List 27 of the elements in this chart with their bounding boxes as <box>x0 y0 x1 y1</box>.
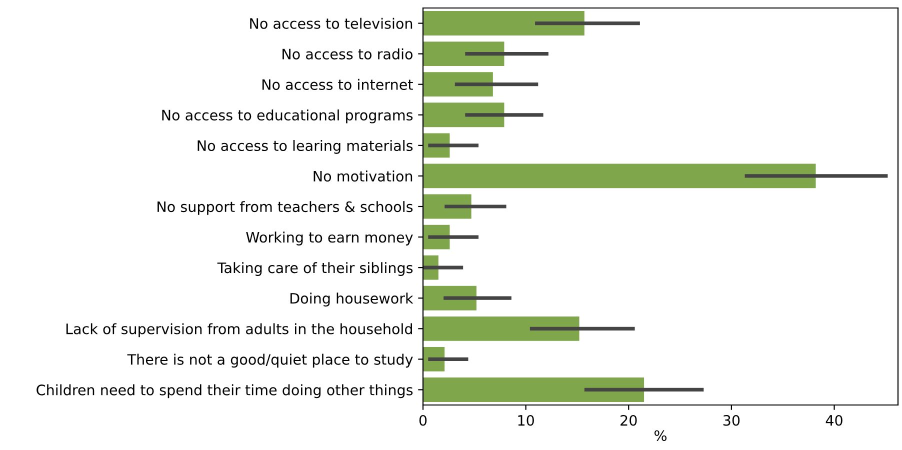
y-tick-label: No access to television <box>250 18 412 29</box>
y-tick-label: There is not a good/quiet place to study <box>127 354 413 368</box>
bar <box>423 11 584 36</box>
bar <box>423 42 504 66</box>
x-tick-label: 30 <box>723 414 740 426</box>
bar <box>423 286 476 310</box>
x-tick-label: 0 <box>419 414 427 426</box>
bar <box>423 316 580 341</box>
y-tick-label: Children need to spend their time doing other things <box>36 384 413 398</box>
x-tick-label: 10 <box>518 414 534 426</box>
bar <box>423 102 504 128</box>
x-tick-label: 40 <box>826 414 842 426</box>
y-tick-label: No access to learing materials <box>198 140 413 154</box>
y-tick-label: No access to internet <box>262 78 413 90</box>
y-tick-label: No support from teachers & schools <box>158 201 413 215</box>
y-tick-label: Working to earn money <box>246 232 413 246</box>
bar <box>423 72 493 97</box>
y-tick-label: Lack of supervision from adults in the household <box>66 323 412 338</box>
y-tick-label: No access to radio <box>282 48 412 60</box>
bar <box>423 164 816 188</box>
x-axis-title: % <box>654 430 667 442</box>
y-tick-label: Doing housework <box>290 292 414 307</box>
y-tick-label: Taking care of their siblings <box>217 262 413 276</box>
y-tick-label: No motivation <box>314 170 412 182</box>
y-tick-label: No access to educational programs <box>162 109 413 124</box>
x-tick-label: 20 <box>620 414 637 426</box>
bar <box>423 378 644 402</box>
